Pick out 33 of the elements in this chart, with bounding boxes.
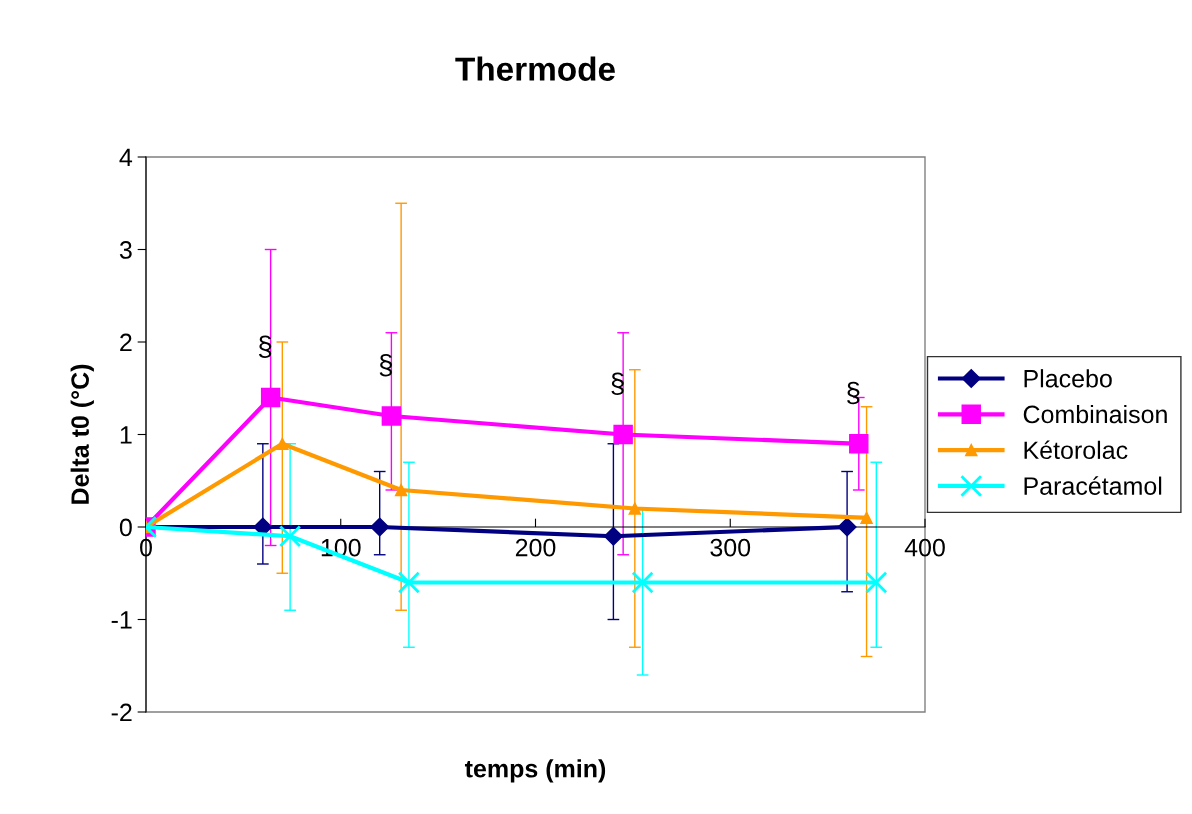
y-tick-label: 3 — [119, 241, 132, 259]
point — [381, 406, 402, 426]
point — [849, 434, 869, 454]
y-tick-label: 0 — [119, 518, 132, 537]
point — [397, 571, 421, 594]
legend-label: Combinaison — [1023, 404, 1167, 424]
y-tick-label: 2 — [120, 333, 132, 352]
y-tick-label: 4 — [119, 148, 133, 167]
y-axis-title: Delta t0 (°C) — [70, 364, 94, 504]
y-tick-label: 1 — [120, 426, 132, 444]
y-tick-label: -1 — [111, 611, 132, 629]
point — [370, 517, 390, 537]
point — [631, 571, 654, 594]
chart-title: Thermode — [455, 56, 615, 81]
x-tick-label: 400 — [904, 538, 945, 557]
legend-label: Paracétamol — [1024, 476, 1162, 495]
x-tick-label: 300 — [710, 538, 751, 557]
point — [865, 571, 888, 594]
point — [603, 526, 623, 546]
point — [613, 424, 633, 445]
x-tick-label: 200 — [515, 538, 556, 557]
point — [276, 437, 289, 451]
point — [279, 525, 302, 548]
point — [860, 511, 873, 525]
point — [394, 483, 408, 497]
point — [628, 502, 642, 515]
point — [837, 517, 857, 537]
y-tick-label: -2 — [111, 703, 132, 722]
annotation: § — [847, 381, 860, 405]
legend-label: Kétorolac — [1024, 440, 1128, 460]
x-axis-title: temps (min) — [464, 759, 606, 783]
legend-label: Placebo — [1024, 369, 1112, 388]
point — [260, 387, 281, 408]
